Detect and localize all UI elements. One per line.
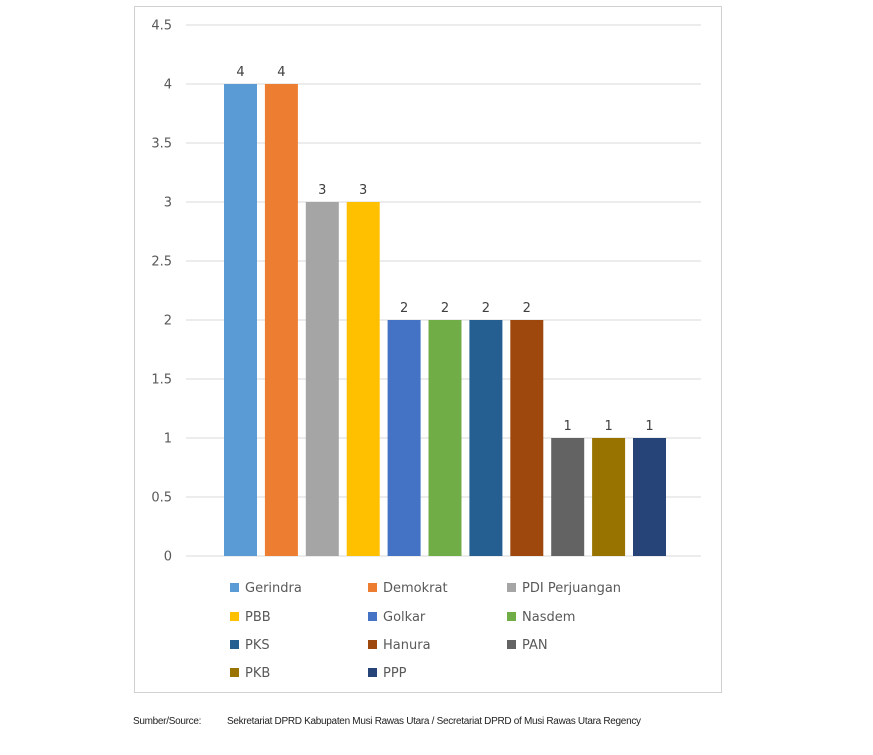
source-label: Sumber/Source: — [133, 716, 202, 727]
legend-item-pkb: PKB — [230, 666, 270, 681]
bar-golkar — [387, 320, 421, 556]
bar-ppp — [633, 438, 666, 556]
bars — [224, 84, 666, 556]
legend-item-gerindra: Gerindra — [230, 581, 302, 596]
legend-swatch — [368, 668, 377, 677]
legend-label: Nasdem — [522, 610, 575, 625]
data-label: 2 — [441, 301, 449, 316]
y-tick-label: 3.5 — [151, 137, 172, 152]
legend-label: PKB — [245, 666, 270, 681]
y-tick-label: 1.5 — [151, 373, 172, 388]
bar-pkb — [592, 438, 626, 556]
legend-swatch — [230, 668, 239, 677]
legend-swatch — [368, 583, 377, 592]
y-tick-label: 4 — [164, 78, 172, 93]
legend-swatch — [230, 640, 239, 649]
legend-label: PDI Perjuangan — [522, 581, 621, 596]
legend-item-ppp: PPP — [368, 666, 407, 681]
legend-swatch — [368, 612, 377, 621]
data-label: 3 — [318, 183, 326, 198]
data-label: 1 — [604, 419, 612, 434]
legend-label: PAN — [522, 638, 548, 653]
legend-item-demokrat: Demokrat — [368, 581, 448, 596]
legend-label: PKS — [245, 638, 270, 653]
legend-item-pks: PKS — [230, 638, 270, 653]
y-axis-ticks: 0 0.5 1 1.5 2 2.5 3 3.5 4 4.5 — [151, 19, 172, 565]
legend-item-pdi-perjuangan: PDI Perjuangan — [507, 581, 621, 596]
legend-item-pbb: PBB — [230, 610, 271, 625]
y-tick-label: 2 — [164, 314, 172, 329]
y-tick-label: 1 — [164, 432, 172, 447]
source-text: Sekretariat DPRD Kabupaten Musi Rawas Ut… — [227, 716, 641, 727]
data-label: 1 — [645, 419, 653, 434]
y-tick-label: 0 — [164, 550, 172, 565]
legend: Gerindra Demokrat PDI Perjuangan PBB Golkar N… — [230, 581, 621, 681]
legend-label: Golkar — [383, 610, 426, 625]
legend-swatch — [507, 640, 516, 649]
legend-swatch — [230, 612, 239, 621]
data-label: 1 — [564, 419, 572, 434]
data-label: 2 — [523, 301, 531, 316]
bar-pbb — [346, 202, 380, 556]
bar-hanura — [510, 320, 544, 556]
bar-nasdem — [428, 320, 462, 556]
legend-swatch — [507, 583, 516, 592]
legend-swatch — [507, 612, 516, 621]
legend-label: PPP — [383, 666, 407, 681]
legend-swatch — [230, 583, 239, 592]
data-labels: 4 4 3 3 2 2 2 2 1 1 1 — [236, 65, 653, 434]
y-tick-label: 2.5 — [151, 255, 172, 270]
legend-swatch — [368, 640, 377, 649]
legend-label: Hanura — [383, 638, 431, 653]
bar-pdi-perjuangan — [305, 202, 339, 556]
legend-label: Demokrat — [383, 581, 448, 596]
legend-item-golkar: Golkar — [368, 610, 426, 625]
bar-gerindra — [224, 84, 257, 556]
legend-item-nasdem: Nasdem — [507, 610, 575, 625]
data-label: 2 — [400, 301, 408, 316]
legend-item-hanura: Hanura — [368, 638, 431, 653]
y-tick-label: 0.5 — [151, 491, 172, 506]
legend-label: PBB — [245, 610, 271, 625]
legend-label: Gerindra — [245, 581, 302, 596]
bar-demokrat — [264, 84, 298, 556]
y-tick-label: 4.5 — [151, 19, 172, 34]
data-label: 4 — [236, 65, 244, 80]
legend-item-pan: PAN — [507, 638, 548, 653]
bar-pan — [551, 438, 585, 556]
data-label: 3 — [359, 183, 367, 198]
chart-frame: 0 0.5 1 1.5 2 2.5 3 3.5 4 4.5 4 4 3 3 2 2 2 2 1 1 1 Gerindr… — [134, 6, 722, 693]
bar-chart: 0 0.5 1 1.5 2 2.5 3 3.5 4 4.5 4 4 3 3 2 2 2 2 1 1 1 Gerindr… — [151, 19, 701, 681]
bar-pks — [469, 320, 503, 556]
data-label: 4 — [277, 65, 285, 80]
y-tick-label: 3 — [164, 196, 172, 211]
data-label: 2 — [482, 301, 490, 316]
